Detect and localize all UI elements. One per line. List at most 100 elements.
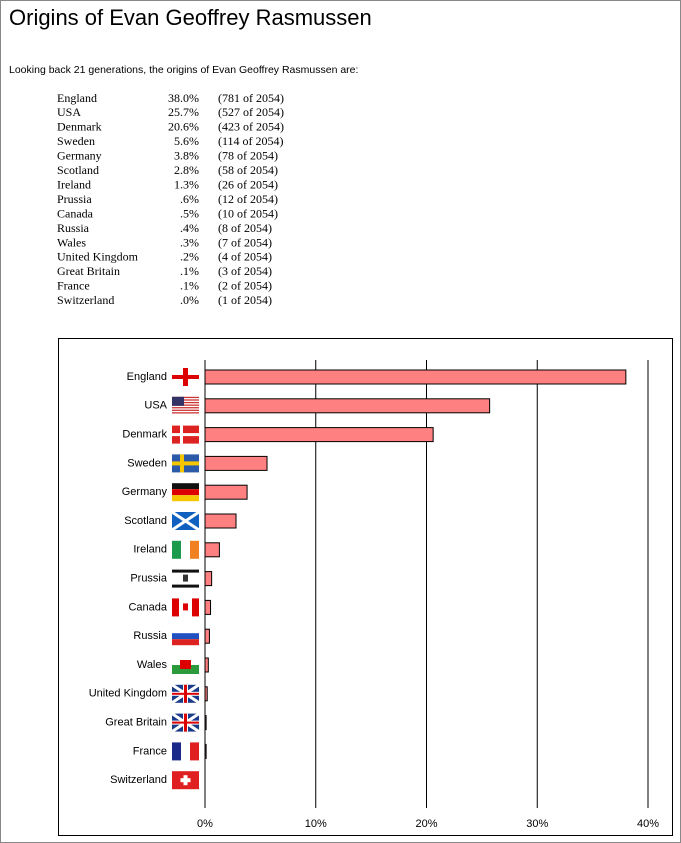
bar — [204, 657, 209, 673]
bar — [204, 484, 248, 500]
y-tick-label: Wales — [137, 659, 168, 671]
bar — [204, 513, 237, 529]
flag-part — [183, 574, 188, 582]
flag-part — [180, 778, 191, 783]
flag-part — [172, 633, 199, 640]
flag-part — [181, 540, 190, 559]
flag-part — [172, 540, 181, 559]
y-tick-label: USA — [144, 400, 167, 412]
percent: .3% — [180, 235, 199, 249]
y-tick-label: Prussia — [130, 573, 168, 585]
country-name: United Kingdom — [57, 250, 139, 264]
bar — [204, 427, 434, 443]
country-name: England — [57, 91, 97, 105]
country-name: USA — [57, 105, 81, 119]
country-name: Ireland — [57, 177, 91, 191]
count: (781 of 2054) — [218, 91, 284, 105]
x-tick-label: 0% — [197, 818, 213, 830]
flag — [172, 771, 199, 790]
flag-part — [172, 639, 199, 646]
flag — [172, 396, 199, 414]
country-name: Great Britain — [57, 264, 120, 278]
flag — [171, 712, 200, 733]
percent: 5.6% — [174, 134, 199, 148]
bar — [204, 599, 212, 615]
percent: .5% — [180, 206, 199, 220]
count: (10 of 2054) — [218, 206, 278, 220]
country-name: Sweden — [57, 134, 95, 148]
flag-part — [190, 742, 199, 761]
flag-part — [172, 412, 199, 414]
chart-frame — [58, 338, 673, 836]
flag-part — [172, 692, 199, 695]
count: (2 of 2054) — [218, 279, 272, 293]
flag — [172, 598, 199, 617]
percent: .1% — [180, 279, 199, 293]
count: (26 of 2054) — [218, 177, 278, 191]
flag-part — [172, 404, 199, 406]
flag — [172, 368, 199, 386]
flag-part — [172, 396, 184, 406]
x-tick-label: 10% — [305, 818, 327, 830]
bar — [204, 715, 207, 731]
country-name: Russia — [57, 221, 90, 235]
flag-part — [172, 461, 199, 466]
y-tick-label: France — [133, 745, 167, 757]
percent: .2% — [180, 250, 199, 264]
country-name: Germany — [57, 149, 102, 163]
flag-part — [172, 665, 199, 674]
flag-part — [180, 660, 191, 669]
flag-part — [172, 495, 199, 502]
flag-part — [172, 627, 199, 634]
flag-part — [192, 598, 199, 617]
country-name: Canada — [57, 206, 94, 220]
count: (8 of 2054) — [218, 221, 272, 235]
country-name: Prussia — [57, 192, 92, 206]
flag-part — [172, 489, 199, 496]
flag-part — [172, 742, 181, 761]
flag-part — [172, 375, 199, 379]
count: (114 of 2054) — [218, 134, 284, 148]
percent: 25.7% — [168, 105, 199, 119]
percent: 2.8% — [174, 163, 199, 177]
x-tick-label: 30% — [526, 818, 548, 830]
count: (527 of 2054) — [218, 105, 284, 119]
y-tick-label: Russia — [133, 630, 168, 642]
bar — [204, 542, 220, 558]
flag — [171, 683, 200, 705]
flag-part — [172, 433, 199, 437]
country-name: Wales — [57, 235, 86, 249]
flag — [172, 627, 199, 646]
flag-part — [172, 721, 199, 724]
count: (4 of 2054) — [218, 250, 272, 264]
percent: .4% — [180, 221, 199, 235]
flag — [172, 454, 199, 473]
count: (1 of 2054) — [218, 293, 272, 307]
bar — [204, 743, 207, 759]
x-tick-label: 40% — [637, 818, 659, 830]
flag-part — [181, 742, 190, 761]
count: (7 of 2054) — [218, 235, 272, 249]
y-tick-label: England — [127, 371, 167, 383]
flag-part — [183, 603, 188, 611]
flag — [172, 569, 199, 588]
flag-part — [172, 399, 199, 401]
flag-part — [172, 483, 199, 490]
bar — [204, 398, 491, 414]
y-tick-label: Sweden — [127, 457, 167, 469]
flag — [172, 656, 199, 674]
bar — [204, 628, 210, 644]
flag-part — [172, 409, 199, 411]
percent: 20.6% — [168, 120, 199, 134]
flag-part — [172, 584, 199, 588]
percent: 38.0% — [168, 91, 199, 105]
count: (78 of 2054) — [218, 149, 278, 163]
y-tick-label: Denmark — [122, 429, 167, 441]
bar — [204, 571, 213, 587]
bar — [204, 369, 627, 385]
x-tick-label: 20% — [415, 818, 437, 830]
flag — [172, 425, 199, 444]
flag-part — [172, 401, 199, 404]
percent: 1.3% — [174, 177, 199, 191]
